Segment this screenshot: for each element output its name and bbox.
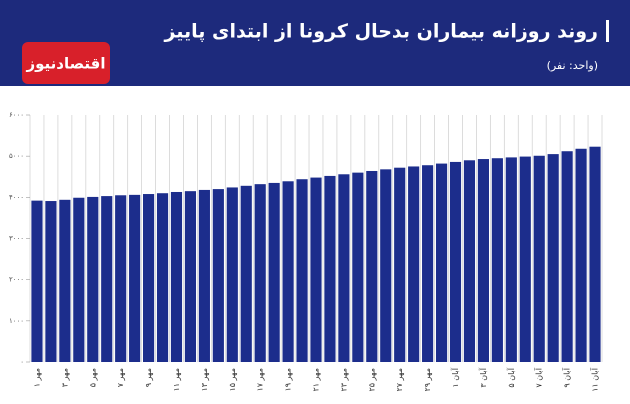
bar: [463, 160, 476, 362]
bar: [212, 189, 224, 362]
chart-subtitle: (واحد: نفر): [547, 59, 598, 72]
bar: [519, 156, 531, 362]
bar: [380, 169, 392, 362]
bar: [73, 197, 85, 362]
bar: [31, 200, 43, 362]
bar: [87, 196, 99, 362]
y-tick-label: ۱۰۰۰: [9, 317, 24, 325]
bar: [254, 184, 266, 362]
bar: [352, 172, 364, 362]
bar: [296, 179, 308, 362]
x-tick-label: ۲۵ مهر: [367, 368, 376, 392]
bar: [449, 161, 462, 362]
x-tick-label: ۱۷ مهر: [256, 368, 265, 392]
bar: [310, 177, 322, 362]
bar: [561, 151, 573, 362]
x-tick-label: ۳ آبان: [478, 367, 488, 387]
x-tick-label: ۷ مهر: [116, 368, 125, 387]
x-tick-label: ۱۹ مهر: [284, 368, 293, 392]
bar: [324, 175, 336, 362]
bar: [59, 199, 71, 362]
y-tick-label: ۰: [20, 358, 24, 366]
bar: [477, 159, 489, 362]
bar: [170, 191, 183, 362]
bar: [226, 187, 238, 362]
bar: [338, 174, 350, 362]
bar: [575, 148, 587, 362]
bar: [268, 182, 280, 362]
x-tick-label: ۱ آبان: [450, 367, 460, 387]
bar: [533, 155, 545, 362]
bar: [505, 157, 517, 362]
x-tick-label: ۵ آبان: [506, 367, 516, 387]
x-tick-label: ۳ مهر: [60, 368, 69, 387]
bar: [156, 193, 169, 362]
bar: [115, 195, 127, 362]
bar: [589, 146, 601, 362]
bar: [129, 194, 141, 362]
bar: [45, 201, 57, 362]
bar: [491, 158, 503, 362]
bar: [435, 163, 448, 362]
title-mark: [606, 20, 609, 42]
x-tick-label: ۱ مهر: [32, 368, 41, 387]
y-tick-label: ۶۰۰۰: [9, 111, 24, 119]
logo-box: [22, 42, 110, 84]
bar: [394, 167, 406, 362]
x-tick-label: ۵ مهر: [88, 368, 97, 387]
x-tick-label: ۲۱ مهر: [312, 368, 321, 392]
bar: [366, 170, 378, 362]
x-tick-label: ۱۵ مهر: [228, 368, 237, 392]
y-tick-label: ۲۰۰۰: [9, 276, 24, 284]
chart-title: روند روزانه بیماران بدحال کرونا از ابتدا…: [163, 21, 598, 43]
logo-text: اقتصادنیوز: [26, 55, 106, 73]
bar: [101, 196, 113, 362]
x-tick-label: ۱۳ مهر: [200, 368, 209, 392]
x-tick-label: ۲۷ مهر: [395, 368, 404, 392]
bar: [408, 166, 420, 362]
bar: [422, 165, 434, 362]
y-tick-label: ۵۰۰۰: [9, 152, 24, 160]
y-tick-label: ۴۰۰۰: [9, 193, 24, 201]
x-tick-label: ۱۱ آبان: [590, 367, 600, 392]
x-tick-label: ۲۹ مهر: [423, 368, 432, 392]
x-tick-label: ۷ آبان: [534, 367, 544, 387]
x-tick-label: ۱۱ مهر: [172, 368, 181, 392]
x-tick-label: ۲۳ مهر: [339, 368, 348, 392]
bar: [184, 191, 197, 362]
bar: [240, 185, 252, 362]
x-tick-label: ۹ آبان: [562, 367, 572, 387]
logo-tagline: سایت مرجع اقتصاد ایران: [30, 90, 103, 98]
bar: [198, 189, 210, 362]
x-tick-label: ۹ مهر: [144, 368, 153, 387]
y-tick-label: ۳۰۰۰: [9, 235, 24, 243]
bar: [547, 154, 559, 362]
bar: [282, 181, 294, 362]
bar: [143, 194, 155, 362]
